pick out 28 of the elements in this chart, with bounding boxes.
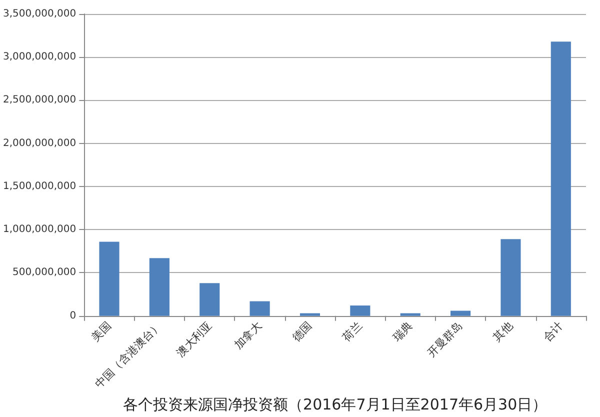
x-tick-label: 瑞典: [390, 319, 415, 344]
y-tick-label: 1,500,000,000: [2, 180, 76, 192]
x-tick-label: 荷兰: [340, 319, 365, 344]
x-tick-label: 德国: [290, 319, 315, 344]
y-tick-label: 3,000,000,000: [2, 52, 76, 63]
y-tick-label: 1,000,000,000: [2, 224, 76, 236]
y-tick-label: 2,500,000,000: [2, 94, 76, 106]
x-axis-title: 各个投资来源国净投资额（2016年7月1日至2017年6月30日）: [123, 396, 548, 414]
bar: [450, 310, 471, 316]
x-tick-label: 澳大利亚: [174, 319, 214, 360]
bar: [400, 313, 420, 316]
x-tick-label: 开曼群岛: [424, 319, 466, 360]
x-tick-label: 美国: [89, 319, 114, 344]
bar: [149, 258, 170, 316]
y-tick-label: 3,500,000,000: [2, 8, 76, 20]
bar: [99, 242, 120, 316]
bar: [500, 239, 521, 316]
bar: [250, 301, 270, 316]
bar: [200, 283, 220, 316]
bar: [350, 306, 370, 316]
x-tick-label: 加拿大: [232, 319, 264, 352]
bar: [550, 42, 571, 316]
x-tick-label: 合计: [540, 319, 566, 344]
x-tick-label: 其他: [490, 319, 516, 344]
y-tick-label: 500,000,000: [12, 267, 76, 278]
y-tick-label: 0: [70, 310, 76, 322]
bar: [300, 313, 320, 316]
y-tick-label: 2,000,000,000: [2, 138, 76, 149]
